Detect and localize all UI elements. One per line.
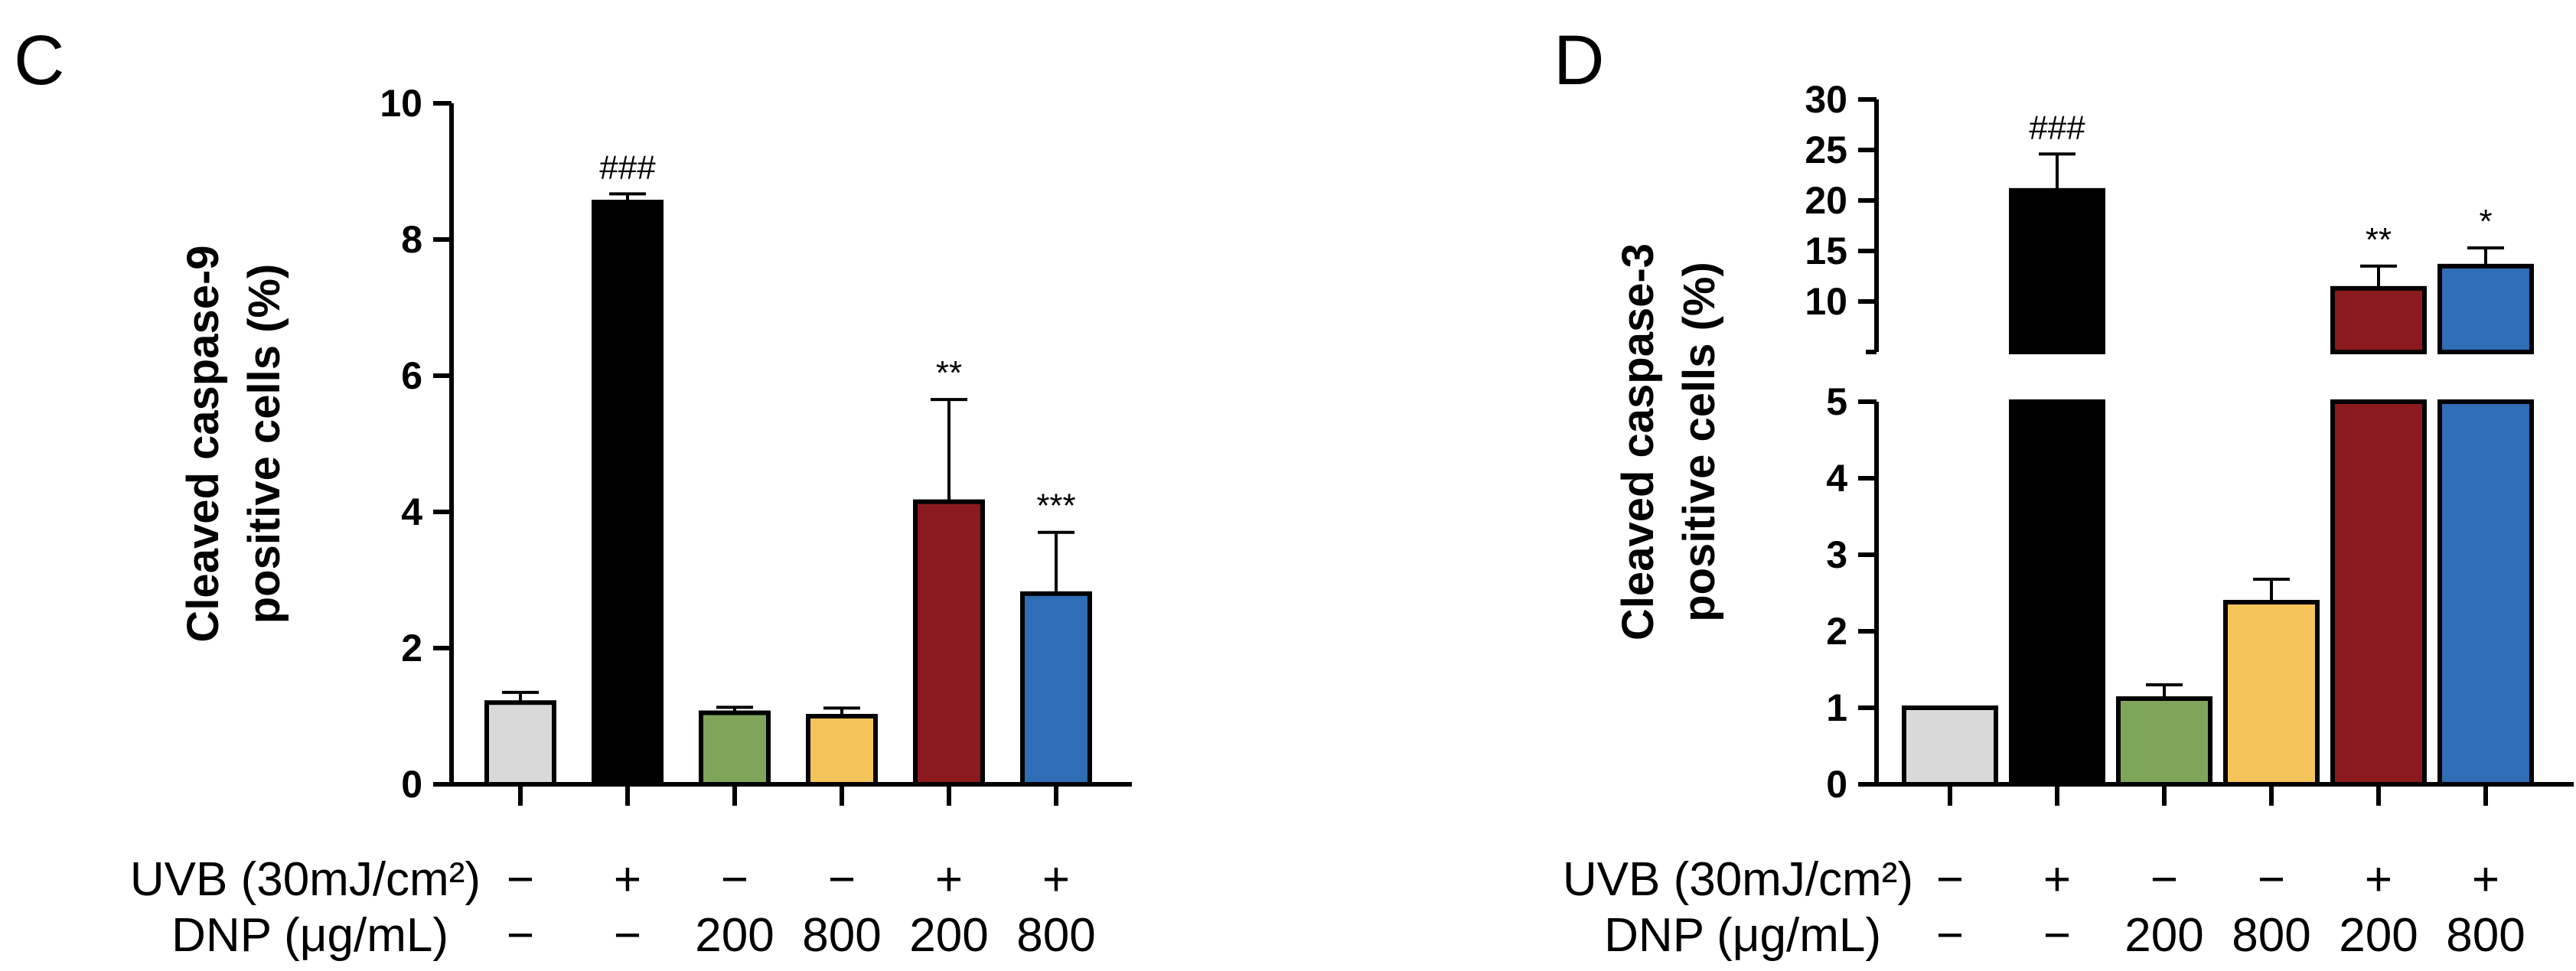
significance-label: ** bbox=[936, 354, 962, 392]
panel-c: C Cleaved caspase-9 positive cells (%) 0 2 4 6… bbox=[14, 21, 1132, 962]
significance-label: *** bbox=[1036, 487, 1075, 525]
panel-letter: C bbox=[14, 21, 64, 99]
dnp-value: 200 bbox=[695, 909, 774, 962]
uvb-value: + bbox=[2365, 853, 2392, 906]
significance-label: ### bbox=[599, 148, 656, 186]
bar bbox=[1902, 705, 1998, 787]
y-tick-label: 30 bbox=[1805, 78, 1847, 121]
dnp-value: − bbox=[614, 909, 641, 962]
dnp-value: 800 bbox=[1016, 909, 1095, 962]
y-tick-label: 0 bbox=[401, 763, 422, 806]
bar bbox=[699, 710, 771, 787]
uvb-value: − bbox=[721, 853, 748, 906]
uvb-value: − bbox=[507, 853, 534, 906]
dnp-value: 200 bbox=[909, 909, 988, 962]
bar-lower-segment bbox=[2330, 399, 2427, 787]
uvb-row-label: UVB (30mJ/cm²) bbox=[1563, 853, 1913, 906]
uvb-value: − bbox=[1936, 853, 1964, 906]
y-tick-label: 0 bbox=[1826, 763, 1847, 806]
bar bbox=[913, 499, 985, 787]
y-tick-label: 25 bbox=[1805, 129, 1847, 171]
dnp-value: 200 bbox=[2124, 909, 2203, 962]
bar-lower-segment bbox=[2009, 399, 2105, 787]
uvb-row-label: UVB (30mJ/cm²) bbox=[130, 853, 481, 906]
y-axis-title-line1: Cleaved caspase-3 bbox=[1613, 243, 1663, 640]
y-tick-label: 4 bbox=[1826, 457, 1847, 500]
bar-upper-segment bbox=[2330, 285, 2427, 354]
dnp-row-label: DNP (μg/mL) bbox=[171, 909, 448, 962]
uvb-value: + bbox=[2043, 853, 2071, 906]
y-axis-title: Cleaved caspase-9 positive cells (%) bbox=[178, 245, 289, 642]
panel-d: D Cleaved caspase-3 positive cells (%) 0 1 2 3… bbox=[1554, 21, 2574, 962]
significance-label: ** bbox=[2366, 221, 2392, 259]
bar-lower-segment bbox=[2437, 399, 2534, 787]
y-axis-title-line2: positive cells (%) bbox=[240, 264, 289, 624]
bar bbox=[2116, 696, 2212, 787]
y-tick-label: 2 bbox=[1826, 610, 1847, 653]
dnp-value: 200 bbox=[2339, 909, 2418, 962]
y-tick-label: 4 bbox=[401, 490, 422, 533]
dnp-row-label: DNP (μg/mL) bbox=[1604, 909, 1881, 962]
y-tick-label: 8 bbox=[401, 218, 422, 261]
y-tick-label: 20 bbox=[1805, 179, 1847, 222]
y-tick-label: 10 bbox=[1805, 280, 1847, 323]
y-tick-label: 3 bbox=[1826, 533, 1847, 576]
uvb-value: − bbox=[2258, 853, 2285, 906]
panel-letter: D bbox=[1554, 21, 1604, 99]
bar-upper-segment bbox=[2009, 187, 2105, 354]
y-tick-label: 5 bbox=[1826, 380, 1847, 423]
dnp-value: − bbox=[1936, 909, 1964, 962]
dnp-value: − bbox=[2043, 909, 2071, 962]
significance-label: * bbox=[2479, 203, 2492, 240]
y-tick-label: 1 bbox=[1826, 686, 1847, 729]
uvb-value: − bbox=[828, 853, 856, 906]
dnp-value: 800 bbox=[2446, 909, 2525, 962]
bar bbox=[2223, 600, 2320, 787]
dnp-value: − bbox=[507, 909, 534, 962]
y-axis-title-line1: Cleaved caspase-9 bbox=[178, 245, 228, 642]
bar bbox=[806, 714, 878, 787]
uvb-value: + bbox=[1042, 853, 1070, 906]
bar bbox=[1020, 591, 1092, 787]
bar bbox=[592, 200, 664, 787]
uvb-value: − bbox=[2150, 853, 2178, 906]
bar-upper-segment bbox=[2437, 263, 2534, 354]
uvb-value: + bbox=[935, 853, 963, 906]
bar bbox=[484, 700, 556, 787]
y-axis-title-line2: positive cells (%) bbox=[1674, 262, 1724, 622]
uvb-value: + bbox=[614, 853, 641, 906]
significance-label: ### bbox=[2029, 109, 2085, 146]
y-tick-label: 6 bbox=[401, 354, 422, 397]
y-tick-label: 15 bbox=[1805, 230, 1847, 272]
y-tick-label: 10 bbox=[380, 82, 422, 125]
dnp-value: 800 bbox=[802, 909, 881, 962]
y-axis-title: Cleaved caspase-3 positive cells (%) bbox=[1613, 243, 1724, 640]
uvb-value: + bbox=[2472, 853, 2499, 906]
y-tick-label: 2 bbox=[401, 627, 422, 670]
dnp-value: 800 bbox=[2232, 909, 2310, 962]
